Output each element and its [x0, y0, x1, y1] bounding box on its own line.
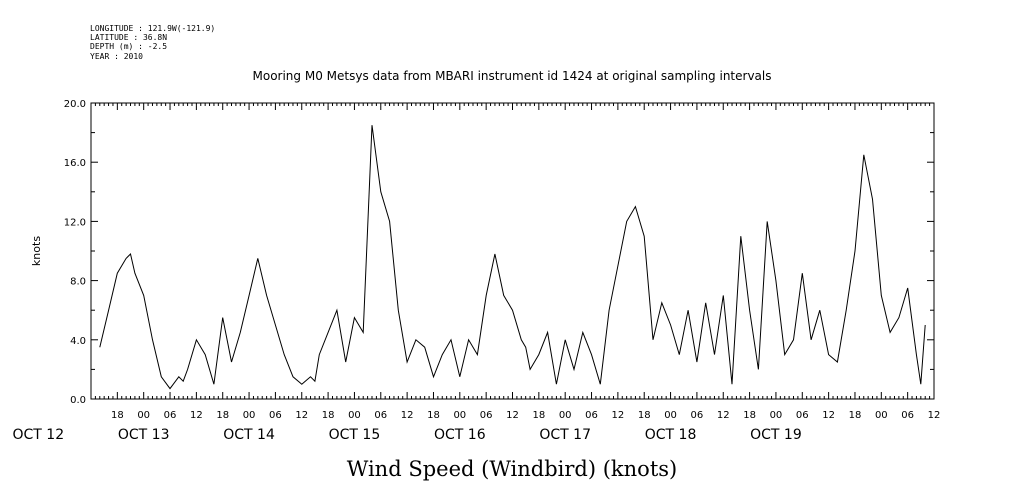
y-tick-label: 12.0	[64, 217, 86, 228]
plot-frame	[90, 102, 935, 400]
x-hour-label: 06	[164, 410, 177, 421]
x-hour-label: 00	[243, 410, 256, 421]
x-hour-label: 18	[849, 410, 862, 421]
x-hour-label: 18	[216, 410, 229, 421]
x-hour-label: 00	[664, 410, 677, 421]
x-hour-label: 12	[822, 410, 835, 421]
x-hour-label: 18	[743, 410, 756, 421]
x-day-label: OCT 15	[329, 427, 381, 443]
x-hour-label: 00	[559, 410, 572, 421]
x-day-label: OCT 19	[750, 427, 802, 443]
latitude-text: LATITUDE : 36.8N	[90, 33, 167, 42]
x-hour-label: 12	[190, 410, 203, 421]
x-day-label: OCT 17	[539, 427, 591, 443]
depth-text: DEPTH (m) : -2.5	[90, 42, 167, 51]
y-tick-label: 0.0	[70, 395, 86, 406]
x-axis-label: Wind Speed (Windbird) (knots)	[347, 457, 677, 481]
chart-title: Mooring M0 Metsys data from MBARI instru…	[253, 69, 772, 83]
x-hour-label: 00	[348, 410, 361, 421]
year-text: YEAR : 2010	[90, 52, 143, 61]
x-day-label: OCT 14	[223, 427, 275, 443]
x-hour-label: 06	[585, 410, 598, 421]
x-hour-label: 18	[638, 410, 651, 421]
x-hour-label: 12	[928, 410, 941, 421]
x-hour-label: 12	[612, 410, 625, 421]
x-hour-label: 06	[269, 410, 282, 421]
x-hour-label: 00	[875, 410, 888, 421]
axes: 0.0 4.0 8.0 12.0 16.0 20.0 18 00 06 12 18 00 06 12 18 0…	[13, 99, 941, 443]
location-metadata: LONGITUDE : 121.9W(-121.9) LATITUDE : 36…	[90, 24, 215, 61]
x-hour-label: 06	[796, 410, 809, 421]
x-hour-label: 06	[480, 410, 493, 421]
x-hour-label: 18	[111, 410, 124, 421]
x-day-label: OCT 13	[118, 427, 170, 443]
x-hour-label: 06	[901, 410, 914, 421]
x-hour-label: 12	[401, 410, 414, 421]
x-day-label: OCT 18	[645, 427, 697, 443]
series-layer	[99, 125, 926, 390]
y-tick-label: 4.0	[70, 336, 86, 347]
x-hour-label: 18	[322, 410, 335, 421]
x-hour-label: 00	[770, 410, 783, 421]
x-hour-label: 06	[374, 410, 387, 421]
x-hour-label: 00	[453, 410, 466, 421]
x-hour-label: 06	[691, 410, 704, 421]
y-axis-label: knots	[30, 236, 43, 266]
x-hour-label: 12	[295, 410, 308, 421]
x-hour-label: 12	[506, 410, 519, 421]
x-hour-label: 12	[717, 410, 730, 421]
y-tick-label: 20.0	[64, 99, 86, 110]
x-day-label: OCT 12	[13, 427, 65, 443]
x-hour-label: 18	[532, 410, 545, 421]
x-day-label: OCT 16	[434, 427, 486, 443]
y-tick-label: 8.0	[70, 277, 86, 288]
longitude-text: LONGITUDE : 121.9W(-121.9)	[90, 24, 215, 33]
x-hour-label: 00	[137, 410, 150, 421]
wind-speed-line	[99, 125, 926, 390]
x-hour-label: 18	[427, 410, 440, 421]
y-tick-label: 16.0	[64, 158, 86, 169]
